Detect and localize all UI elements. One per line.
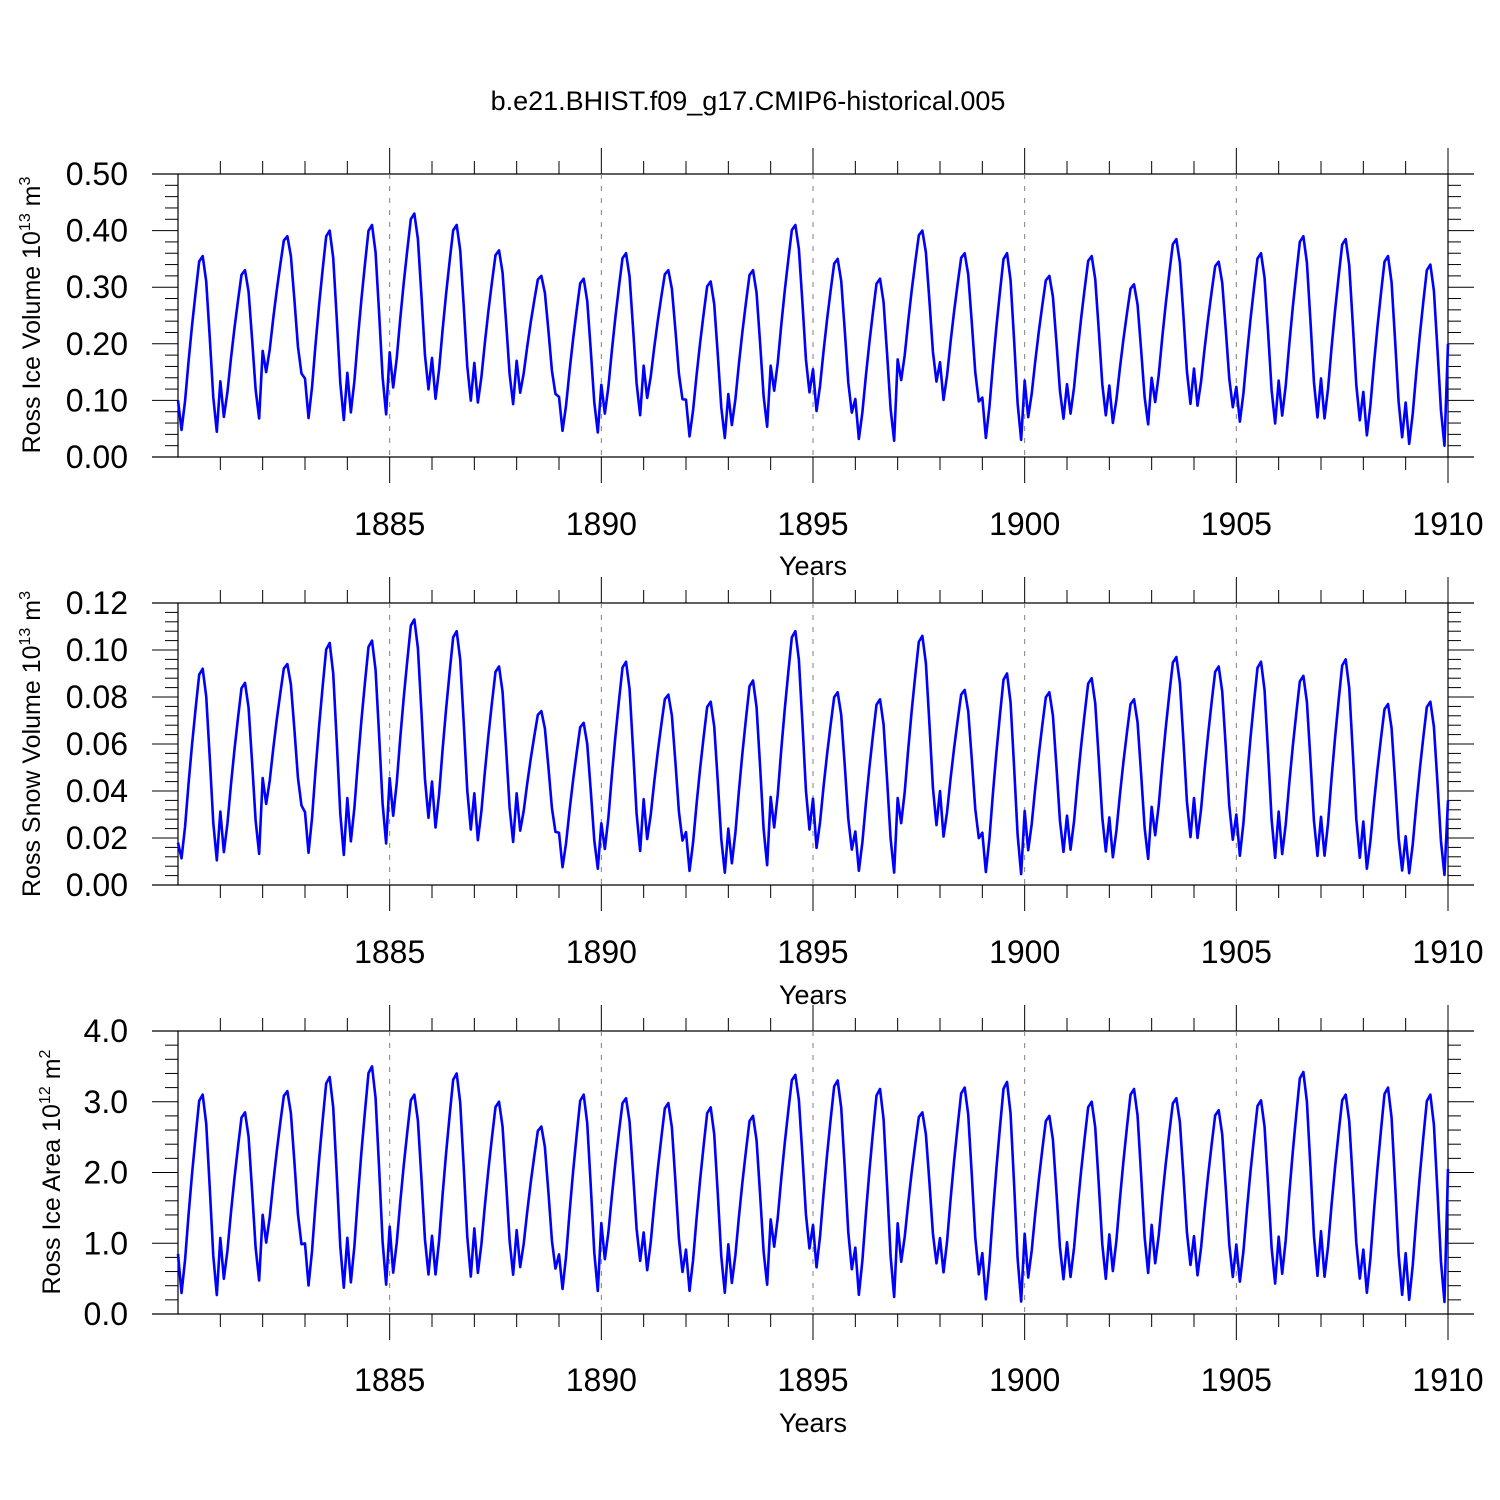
y-tick-label: 4.0 [84,1013,128,1049]
y-tick-label: 0.40 [66,213,128,249]
y-tick-label: 0.00 [66,867,128,903]
y-tick-label: 0.20 [66,326,128,362]
y-tick-label: 3.0 [84,1084,128,1120]
series-line [176,1065,1450,1304]
x-tick-label: 1890 [566,506,637,542]
y-tick-label: 0.12 [66,585,128,621]
y-axis-label: Ross Ice Volume 1013 m3 [17,176,46,453]
y-tick-label: 0.10 [66,382,128,418]
x-tick-label: 1910 [1412,506,1483,542]
x-tick-label: 1885 [354,934,425,970]
x-tick-label: 1895 [777,934,848,970]
panel-3: 1885 1890 1895 1900 1905 1910 Years 0.0 1.0 2.0 3.… [37,1005,1484,1438]
y-tick-label: 0.08 [66,679,128,715]
x-tick-label: 1900 [989,506,1060,542]
y-tick-label: 1.0 [84,1225,128,1261]
figure-title: b.e21.BHIST.f09_g17.CMIP6-historical.005 [491,86,1006,116]
y-tick-label: 0.50 [66,156,128,192]
y-tick-label: 0.06 [66,726,128,762]
y-tick-label: 0.30 [66,269,128,305]
x-tick-label: 1885 [354,1362,425,1398]
x-tick-label: 1910 [1412,934,1483,970]
y-tick-label: 0.02 [66,820,128,856]
x-tick-label: 1890 [566,934,637,970]
x-tick-label: 1890 [566,1362,637,1398]
x-tick-label: 1905 [1201,1362,1272,1398]
x-tick-label: 1895 [777,506,848,542]
x-tick-label: 1895 [777,1362,848,1398]
y-axis-label: Ross Ice Area 1012 m2 [37,1049,66,1294]
x-tick-label: 1900 [989,1362,1060,1398]
panel-2: 1885 1890 1895 1900 1905 1910Years0.000.020.0… [17,577,1484,1010]
y-tick-label: 0.0 [84,1296,128,1332]
x-tick-label: 1905 [1201,506,1272,542]
x-tick-label: 1905 [1201,934,1272,970]
x-axis-label: Years [779,1408,847,1438]
series-line [176,618,1450,877]
x-tick-label: 1900 [989,934,1060,970]
y-tick-label: 0.10 [66,632,128,668]
panel-1: 1885 1890 1895 1900 1905 1910 Years 0.00 0.10 0.2… [17,148,1484,581]
x-tick-label: 1885 [354,506,425,542]
y-axis-label: Ross Snow Volume 1013 m3 [17,591,46,897]
y-tick-label: 0.04 [66,773,128,809]
y-tick-label: 2.0 [84,1155,128,1191]
series-line [176,212,1450,448]
x-tick-label: 1910 [1412,1362,1483,1398]
x-axis-label: Years [779,551,847,581]
y-tick-label: 0.00 [66,439,128,475]
